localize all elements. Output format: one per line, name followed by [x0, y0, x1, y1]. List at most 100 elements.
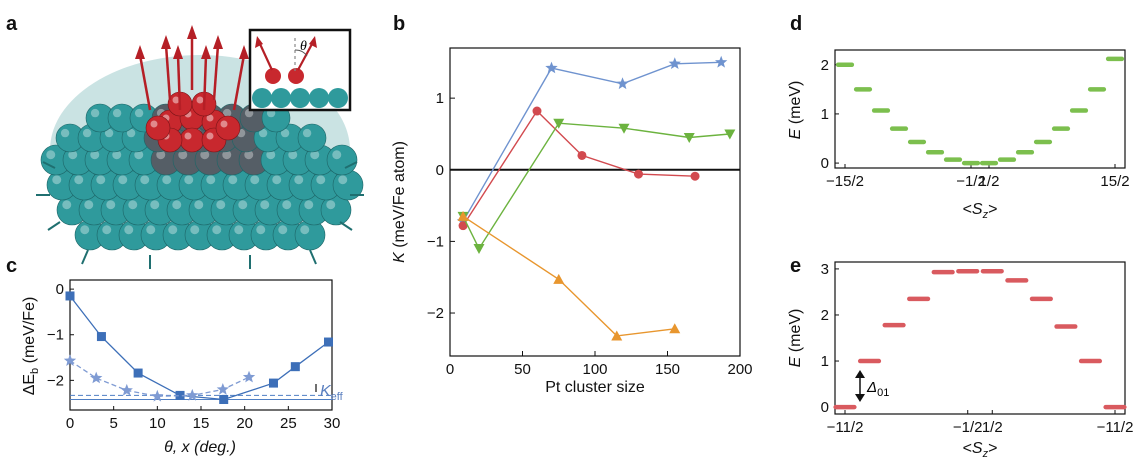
panel-b-series: [456, 55, 736, 341]
atom-highlight: [260, 200, 270, 210]
atom-highlight: [222, 108, 232, 118]
delta01-annotation: Δ01: [855, 370, 889, 402]
fe-atom: [215, 115, 241, 141]
data-point: [611, 330, 623, 341]
atom-highlight: [68, 150, 78, 160]
y-tick-label: 0: [821, 155, 829, 172]
data-point: [457, 210, 469, 221]
data-point: [65, 291, 75, 301]
data-point: [618, 123, 630, 134]
panel-e-ticks: 0 1 2 3 −11/2 −1/2 1/2 −11/2: [821, 261, 1134, 436]
atom-highlight: [244, 150, 254, 160]
atom-highlight: [256, 225, 266, 235]
panel-d-ticks: 0 1 2 −15/2 −1/21/2 15/2: [821, 57, 1130, 190]
panel-c-xlabel: θ, x (deg.): [164, 439, 236, 456]
spin-arrow-shaft: [138, 54, 152, 111]
data-point: [668, 57, 681, 69]
atom-highlight: [326, 200, 336, 210]
spin-arrow-shaft: [232, 54, 246, 111]
atom-highlight: [172, 200, 182, 210]
panel-c-ylabel: ΔEb (meV/Fe): [21, 297, 41, 396]
data-point: [458, 221, 468, 231]
delta01-arrowhead-down: [855, 394, 865, 402]
atom-highlight: [90, 150, 100, 160]
x-tick-label: 0: [446, 361, 454, 378]
fe-atom-highlight: [184, 132, 192, 140]
atom-highlight: [82, 128, 92, 138]
x-tick-label: 10: [149, 415, 166, 432]
spin-arrow-small: [42, 161, 56, 169]
y-tick-label: 0: [821, 399, 829, 416]
y-tick-label: 0: [56, 281, 64, 298]
inset-pt-atom: [271, 88, 291, 108]
atom-highlight: [310, 150, 320, 160]
y-tick-label: 1: [436, 90, 444, 107]
atom-highlight: [106, 200, 116, 210]
y-tick-label: −2: [47, 372, 64, 389]
x-tick-label: −1/2: [953, 419, 983, 436]
atom-highlight: [294, 175, 304, 185]
x-tick-label: 25: [280, 415, 297, 432]
x-tick-label: 100: [582, 361, 607, 378]
series-line-1: [462, 109, 696, 226]
x-tick-label: 200: [727, 361, 752, 378]
data-point: [616, 77, 629, 90]
spin-arrow-head: [201, 45, 211, 59]
panel-d-frame: [834, 49, 1126, 169]
data-point: [175, 390, 185, 400]
x-tick-label: 5: [109, 415, 117, 432]
panel-label-e: e: [790, 255, 801, 277]
atom-highlight: [168, 225, 178, 235]
atom-highlight: [62, 200, 72, 210]
atom-highlight: [190, 225, 200, 235]
delta01-label: Δ01: [866, 379, 889, 399]
atom-highlight: [112, 108, 122, 118]
atom-highlight: [134, 108, 144, 118]
panel-e-xlabel: <Sz>: [963, 440, 998, 460]
panel-d-xlabel: <Sz>: [963, 201, 998, 221]
data-point: [96, 332, 106, 342]
atom-highlight: [46, 150, 56, 160]
atom-highlight: [80, 225, 90, 235]
fe-atom-highlight: [220, 120, 228, 128]
panel-d-chart: 0 1 2 −15/2 −1/21/2 15/2 <Sz> E (meV): [787, 49, 1130, 221]
data-point: [120, 383, 133, 396]
data-point: [219, 395, 229, 405]
atom-highlight: [300, 225, 310, 235]
atom-highlight: [278, 225, 288, 235]
atom-highlight: [90, 108, 100, 118]
spin-arrow-small: [339, 221, 353, 231]
data-point: [577, 150, 587, 160]
x-tick-label: 1/2: [982, 419, 1003, 436]
atom-highlight: [178, 150, 188, 160]
delta01-arrowhead-up: [855, 370, 865, 378]
x-tick-label: 30: [324, 415, 341, 432]
atom-highlight: [74, 175, 84, 185]
data-point: [545, 61, 558, 74]
atom: [326, 144, 358, 176]
atom-highlight: [112, 150, 122, 160]
fe-atom-highlight: [206, 132, 214, 140]
panel-b-ticks: 0 50 100 150 200 −2 −1 0 1: [427, 90, 753, 378]
atom-highlight: [282, 200, 292, 210]
spin-arrow-head: [239, 45, 249, 59]
y-tick-label: −2: [427, 305, 444, 322]
x-tick-label: 150: [655, 361, 680, 378]
panel-e-frame: [834, 261, 1126, 415]
atom-highlight: [234, 225, 244, 235]
atom-highlight: [60, 128, 70, 138]
panel-c-ticks: 0 5 10 15 20 25 30 0 −1 −2: [47, 281, 340, 432]
series-line-3: [462, 215, 675, 337]
x-tick-label: 15: [193, 415, 210, 432]
atom-highlight: [140, 175, 150, 185]
panel-b-chart: 0 50 100 150 200 −2 −1 0 1 Pt cluster size K (me…: [391, 47, 753, 396]
series-line-0: [462, 61, 722, 222]
panel-label-c: c: [6, 255, 17, 277]
data-point: [133, 368, 143, 378]
spin-arrows: [36, 25, 364, 269]
inset-angle-arc: [294, 49, 308, 57]
data-point: [186, 388, 199, 401]
atom-highlight: [102, 225, 112, 235]
inset-pt-atom: [328, 88, 348, 108]
